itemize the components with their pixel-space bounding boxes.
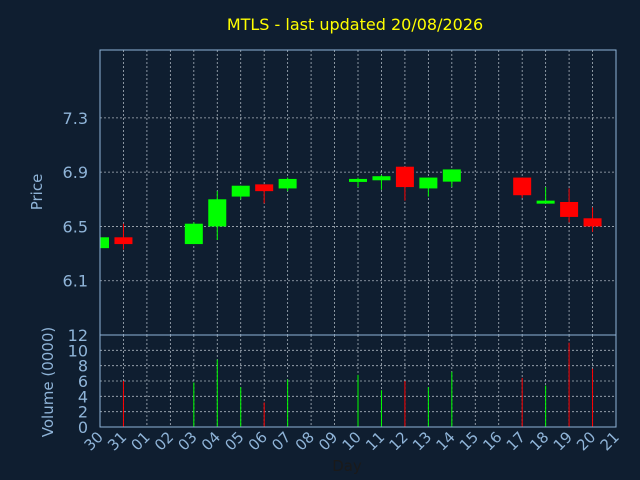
candle-body: [372, 176, 391, 181]
candle-body: [442, 169, 461, 182]
candle-body: [184, 223, 203, 245]
volume-tick-label: 0: [78, 418, 88, 437]
volume-tick-label: 6: [78, 372, 88, 391]
volume-axis-label: Volume (0000): [39, 327, 57, 437]
price-tick-label: 7.3: [63, 109, 88, 128]
volume-tick-label: 8: [78, 357, 88, 376]
candle-body: [419, 177, 438, 189]
candle-body: [231, 185, 250, 197]
volume-panel-frame: [99, 334, 617, 428]
volume-tick-label: 10: [68, 341, 88, 360]
candle-body: [560, 202, 579, 217]
candle-body: [278, 178, 297, 189]
price-tick-label: 6.1: [63, 272, 88, 291]
x-axis-ticks: 3031010203040506070809101112131415161718…: [81, 428, 623, 454]
price-panel: 6.1 6.5 6.9 7.3: [63, 49, 617, 336]
candle-body: [513, 177, 532, 196]
price-tick-label: 6.9: [63, 163, 88, 182]
candle-body: [100, 237, 109, 249]
candle-body: [114, 237, 133, 245]
candle-body: [208, 199, 227, 227]
x-axis-label: Day: [332, 457, 362, 475]
candle-body: [583, 218, 602, 227]
candle-body: [395, 166, 414, 188]
volume-tick-label: 2: [78, 403, 88, 422]
chart-title: MTLS - last updated 20/08/2026: [227, 15, 483, 34]
candle-body: [536, 200, 555, 204]
price-axis-label: Price: [28, 174, 46, 211]
candle-body: [349, 178, 367, 182]
volume-tick-label: 12: [68, 326, 88, 345]
price-tick-label: 6.5: [63, 217, 88, 236]
volume-tick-label: 4: [78, 387, 88, 406]
candle-body: [255, 184, 274, 192]
